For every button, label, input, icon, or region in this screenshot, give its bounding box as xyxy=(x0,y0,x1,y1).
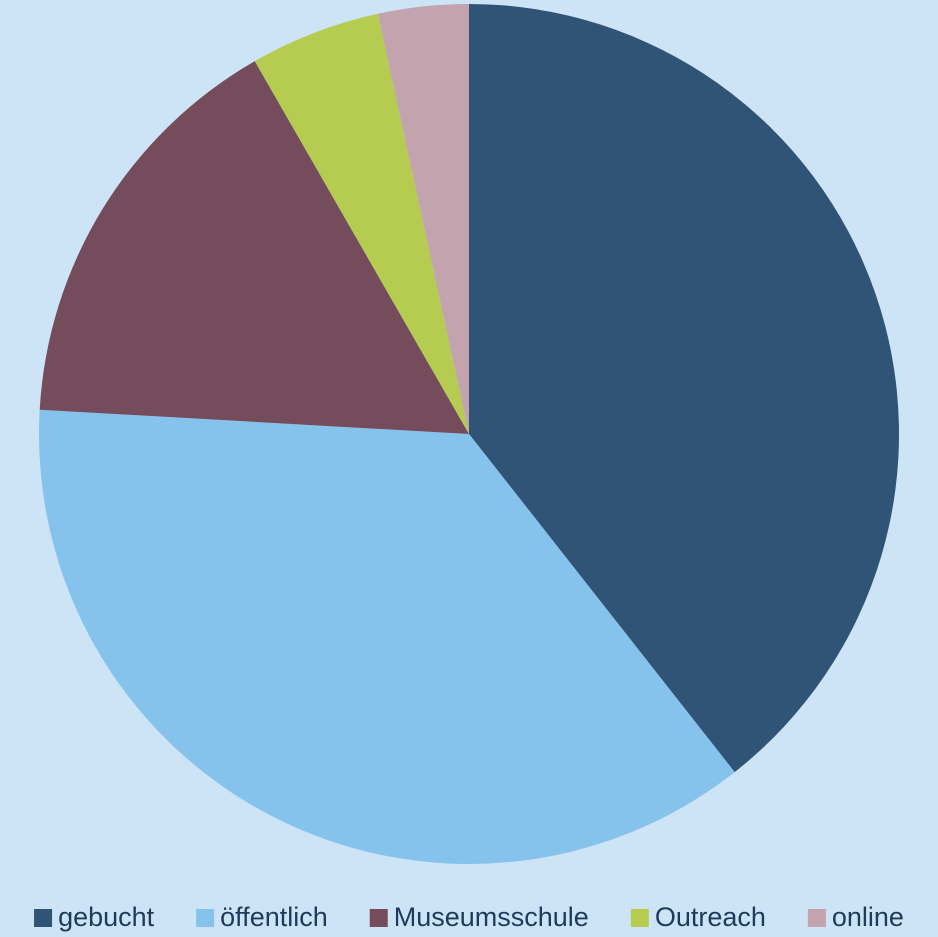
legend-swatch xyxy=(630,909,649,927)
pie-slice xyxy=(38,409,735,864)
pie-slice xyxy=(39,61,470,434)
legend-swatch xyxy=(34,909,53,927)
legend-label: Outreach xyxy=(655,902,766,932)
legend-label: gebucht xyxy=(58,902,155,932)
legend-swatch xyxy=(369,909,388,927)
legend-swatch xyxy=(807,909,826,927)
pie-slice xyxy=(469,4,899,773)
legend-label: Museumsschule xyxy=(394,902,589,932)
pie-slice xyxy=(377,4,469,434)
pie-slice xyxy=(254,13,469,434)
legend-label: online xyxy=(832,902,904,932)
legend-swatch xyxy=(196,909,215,927)
legend-label: öffentlich xyxy=(220,902,328,932)
